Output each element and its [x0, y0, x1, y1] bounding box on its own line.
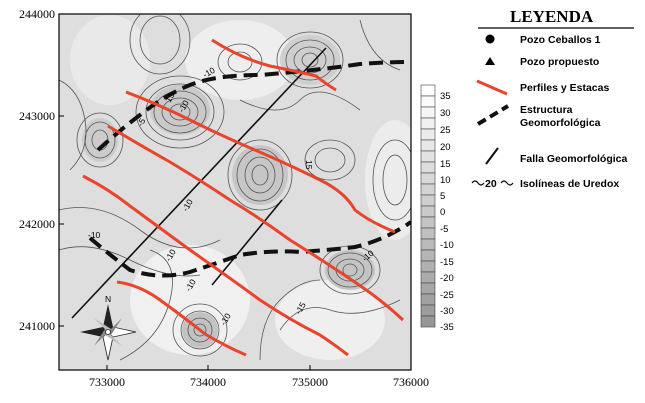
legend-item-label: Estructura: [520, 104, 573, 116]
scale-label: 35: [440, 91, 451, 102]
red-line-icon: [476, 79, 508, 96]
scale-label: -20: [440, 273, 454, 284]
legend-item-label: Pozo Ceballos 1: [520, 34, 601, 46]
legend-item-label: Isolíneas de Uredox: [520, 178, 619, 190]
dashed-line-icon: [476, 104, 510, 126]
y-axis-labels: 244000 243000 242000 241000: [19, 7, 55, 333]
scale-label: 20: [440, 142, 451, 153]
profile-5: [116, 280, 247, 357]
y-tick-label: 243000: [19, 109, 55, 123]
contour-label: 15: [163, 91, 177, 104]
fault-secondary: [211, 199, 283, 286]
dot-icon: [485, 34, 495, 44]
map-frame: [58, 13, 412, 371]
scale-label: 30: [440, 108, 451, 119]
geomorphologic-faults: [71, 47, 327, 319]
north-label: N: [105, 294, 111, 304]
color-scale-labels: 35 30 25 20 15 10 5 0 -5 -10 -15 -20 -25…: [440, 91, 454, 333]
profile-1: [211, 38, 337, 92]
north-arrow-icon: N: [80, 294, 137, 361]
y-tick-label: 244000: [19, 7, 55, 21]
scale-label: 10: [440, 175, 451, 186]
scale-label: 5: [440, 191, 445, 202]
legend: LEYENDA Pozo Ceballos 1 Pozo propuesto P…: [471, 7, 634, 190]
fault-line-icon: [485, 147, 499, 165]
geomorphologic-structures: [88, 60, 411, 278]
map-panel: -10 -10 -5 15 15 -10 -10 -10 -10 -10 -15…: [58, 13, 412, 371]
scale-label: -5: [440, 224, 448, 235]
y-tick-label: 242000: [19, 217, 55, 231]
x-axis-labels: 733000 734000 735000 736000: [89, 375, 429, 389]
isoline-icon: 20: [471, 178, 514, 190]
scale-label: -30: [440, 306, 454, 317]
scale-label: -35: [440, 322, 454, 333]
profiles-and-stakes: [82, 38, 405, 357]
profile-4: [82, 174, 349, 357]
scale-label: 25: [440, 125, 451, 136]
contour-label: 15: [304, 160, 314, 170]
legend-title: LEYENDA: [510, 7, 594, 26]
x-tick-label: 735000: [292, 375, 328, 389]
color-scale-bar: [420, 84, 436, 328]
isoline-sample-value: 20: [485, 178, 497, 190]
x-tick-label: 733000: [89, 375, 125, 389]
triangle-icon: [485, 57, 495, 65]
fault-main: [71, 47, 327, 319]
structure-north: [96, 60, 411, 152]
scale-label: -15: [440, 257, 454, 268]
contour-label: -10: [88, 230, 101, 240]
axis-ticks: [59, 13, 412, 370]
scale-label: 0: [440, 207, 445, 218]
scale-label: -10: [440, 240, 454, 251]
contour-label: -5: [135, 116, 148, 128]
structure-south: [88, 220, 411, 278]
x-tick-label: 734000: [190, 375, 226, 389]
scale-label: -25: [440, 290, 454, 301]
legend-item-label: Falla Geomorfológica: [520, 153, 628, 165]
contour-labels: -10 -10 -5 15 15 -10 -10 -10 -10 -10 -15…: [88, 65, 376, 327]
legend-item-label: Geomorfológica: [520, 117, 601, 129]
contour-lines: [59, 14, 411, 361]
legend-item-label: Perfiles y Estacas: [520, 82, 609, 94]
profile-2: [125, 90, 396, 234]
profile-3: [107, 124, 405, 322]
legend-item-label: Pozo propuesto: [520, 56, 599, 68]
scale-label: 15: [440, 159, 451, 170]
y-tick-label: 241000: [19, 319, 55, 333]
x-tick-label: 736000: [393, 375, 429, 389]
